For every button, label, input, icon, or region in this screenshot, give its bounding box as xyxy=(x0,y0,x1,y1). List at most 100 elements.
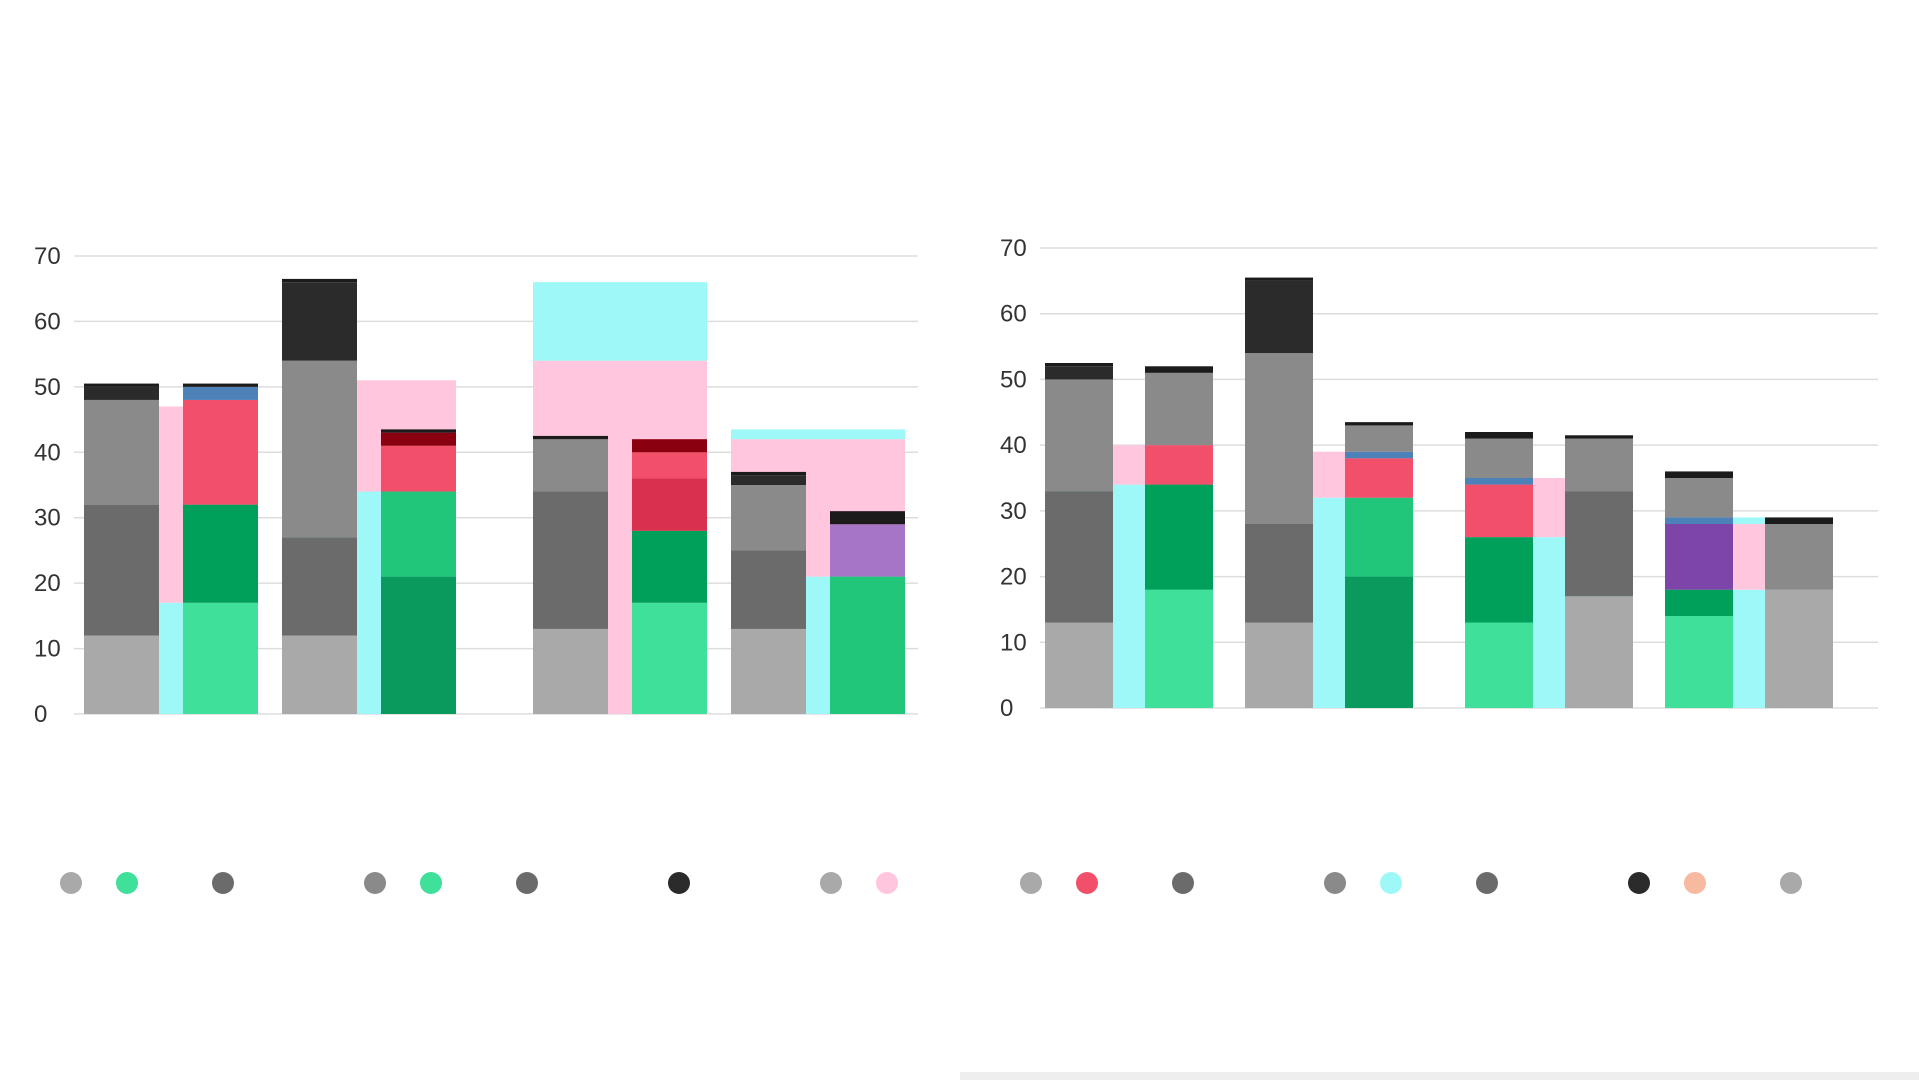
bottom-scroll-strip xyxy=(960,1072,1919,1080)
c1-bar-g0-b1-seg-4 xyxy=(1145,366,1213,373)
legend-right-item-5[interactable] xyxy=(1780,872,1919,894)
legend-right-accent-dot-4 xyxy=(1684,872,1706,894)
c1-bar-g0-b3-seg-5 xyxy=(1345,422,1413,426)
legend-left-swatch-3 xyxy=(516,872,538,894)
c0-y-tick-label-7: 70 xyxy=(34,243,61,270)
c0-bar-g0-b2-seg-4 xyxy=(282,278,357,283)
c1-bar-g1-b0-seg-2 xyxy=(1465,484,1533,538)
c0-bar-g0-b2-seg-3 xyxy=(282,282,357,361)
c0-bar-g1-b1-seg-4 xyxy=(632,439,707,453)
c1-bar-g0-b2-seg-1 xyxy=(1245,524,1313,623)
c1-bar-g1-b2-seg-3 xyxy=(1665,517,1733,524)
c0-bar-g0-b3-seg-1 xyxy=(381,491,456,577)
c1-bar-g0-b0-seg-4 xyxy=(1045,363,1113,367)
legend-right-item-2[interactable] xyxy=(1324,872,1476,894)
c1-bar-g1-b0-seg-1 xyxy=(1465,537,1533,623)
c1-bar-g0-b2-seg-0 xyxy=(1245,622,1313,708)
c0-bar-g1-b1-seg-3 xyxy=(632,452,707,479)
c1-bar-g0-b1-seg-3 xyxy=(1145,372,1213,446)
c1-bar-g0-b0-seg-0 xyxy=(1045,622,1113,708)
c0-bar-g0-b2-seg-1 xyxy=(282,537,357,636)
c1-y-tick-label-2: 20 xyxy=(1000,564,1027,591)
c1-bar-g1-b1-seg-0 xyxy=(1565,596,1633,708)
c1-bar-g0-b3-seg-0 xyxy=(1345,576,1413,708)
legend-left-item-2[interactable] xyxy=(364,872,516,894)
c1-bar-g0-b3-seg-1 xyxy=(1345,497,1413,577)
c0-bar-g1-b2-seg-3 xyxy=(731,475,806,485)
c1-bar-g0-b1-seg-0 xyxy=(1145,589,1213,708)
c0-y-tick-label-4: 40 xyxy=(34,439,61,466)
c0-y-tick-label-5: 50 xyxy=(34,374,61,401)
legend-left-item-3[interactable] xyxy=(516,872,668,894)
c1-bar-g0-b2-seg-3 xyxy=(1245,280,1313,354)
c1-bar-g1-b2-seg-2 xyxy=(1665,524,1733,590)
c0-bar-g0-b2-seg-2 xyxy=(282,360,357,538)
c1-bar-g1-b0-seg-0 xyxy=(1465,622,1533,708)
c0-bar-g1-b1-seg-2 xyxy=(632,478,707,531)
c0-bar-g1-b2-seg-1 xyxy=(731,550,806,629)
legend-left xyxy=(60,872,972,894)
c1-bg-3-seg-2 xyxy=(1665,517,1833,524)
legend-left-swatch-2 xyxy=(364,872,386,894)
c0-bar-g0-b1-seg-2 xyxy=(183,399,258,505)
c1-bar-g1-b0-seg-5 xyxy=(1465,432,1533,439)
c0-bar-g0-b1-seg-4 xyxy=(183,383,258,387)
c0-bar-g1-b3-seg-2 xyxy=(830,511,905,525)
c0-bar-g1-b2-seg-2 xyxy=(731,485,806,551)
c0-bar-g0-b0-seg-1 xyxy=(84,504,159,636)
c1-bar-g1-b2-seg-0 xyxy=(1665,616,1733,708)
legend-left-item-1[interactable] xyxy=(212,872,364,894)
chart-panel-left: 0 10 20 30 40 50 60 70 xyxy=(34,243,918,894)
c1-bar-g0-b1-seg-1 xyxy=(1145,484,1213,590)
legend-right-item-4[interactable] xyxy=(1628,872,1780,894)
bar-chart-left: 0 10 20 30 40 50 60 70 xyxy=(34,243,918,728)
c1-bar-g0-b0-seg-3 xyxy=(1045,366,1113,380)
c1-bar-g1-b1-seg-1 xyxy=(1565,491,1633,597)
c0-bar-g1-b0-seg-2 xyxy=(533,439,608,492)
c1-y-tick-label-3: 30 xyxy=(1000,498,1027,525)
c1-bar-g1-b0-seg-3 xyxy=(1465,478,1533,485)
legend-right-item-3[interactable] xyxy=(1476,872,1628,894)
c1-y-tick-label-5: 50 xyxy=(1000,366,1027,393)
legend-left-item-0[interactable] xyxy=(60,872,212,894)
c0-bar-g1-b3-seg-0 xyxy=(830,576,905,714)
c0-bar-g0-b2-seg-0 xyxy=(282,635,357,714)
legend-left-swatch-5 xyxy=(820,872,842,894)
legend-right-swatch-2 xyxy=(1324,872,1346,894)
c1-bar-g1-b2-seg-1 xyxy=(1665,589,1733,616)
c0-y-tick-label-2: 20 xyxy=(34,570,61,597)
c1-bar-g1-b3-seg-0 xyxy=(1765,589,1833,708)
legend-left-item-4[interactable] xyxy=(668,872,820,894)
c1-bar-g1-b2-seg-5 xyxy=(1665,471,1733,478)
c0-bar-g0-b0-seg-2 xyxy=(84,399,159,505)
c1-y-tick-label-7: 70 xyxy=(1000,235,1027,262)
legend-right-item-1[interactable] xyxy=(1172,872,1324,894)
c0-y-tick-label-1: 10 xyxy=(34,636,61,663)
c1-bar-g1-b1-seg-3 xyxy=(1565,435,1633,439)
c0-bg-2-seg-1 xyxy=(533,282,707,361)
c1-y-tick-label-6: 60 xyxy=(1000,301,1027,328)
chart-panel-right: 0 10 20 30 40 50 60 70 xyxy=(960,0,1919,1080)
c0-bar-g0-b1-seg-1 xyxy=(183,504,258,603)
c1-bar-g0-b2-seg-2 xyxy=(1245,353,1313,524)
c1-bar-g0-b0-seg-2 xyxy=(1045,379,1113,492)
c1-bar-g0-b0-seg-1 xyxy=(1045,491,1113,623)
c0-bar-g0-b3-seg-2 xyxy=(381,445,456,492)
c1-bar-g0-b3-seg-3 xyxy=(1345,451,1413,459)
c0-bar-g1-b3-seg-1 xyxy=(830,524,905,577)
c0-bar-g1-b1-seg-1 xyxy=(632,530,707,603)
c1-bar-g1-b3-seg-2 xyxy=(1765,517,1833,524)
c0-y-tick-label-3: 30 xyxy=(34,505,61,532)
c1-bar-g1-b3-seg-1 xyxy=(1765,524,1833,590)
legend-right-item-0[interactable] xyxy=(1020,872,1172,894)
c1-bar-g0-b2-seg-4 xyxy=(1245,277,1313,281)
legend-right xyxy=(1020,872,1919,894)
c0-bar-g1-b2-seg-0 xyxy=(731,628,806,714)
legend-left-swatch-0 xyxy=(60,872,82,894)
legend-left-accent-dot-0 xyxy=(116,872,138,894)
legend-right-accent-dot-2 xyxy=(1380,872,1402,894)
c0-y-tick-label-0: 0 xyxy=(34,701,47,728)
c0-bar-g0-b3-seg-0 xyxy=(381,576,456,714)
legend-left-item-5[interactable] xyxy=(820,872,972,894)
c0-bar-g0-b0-seg-0 xyxy=(84,635,159,714)
